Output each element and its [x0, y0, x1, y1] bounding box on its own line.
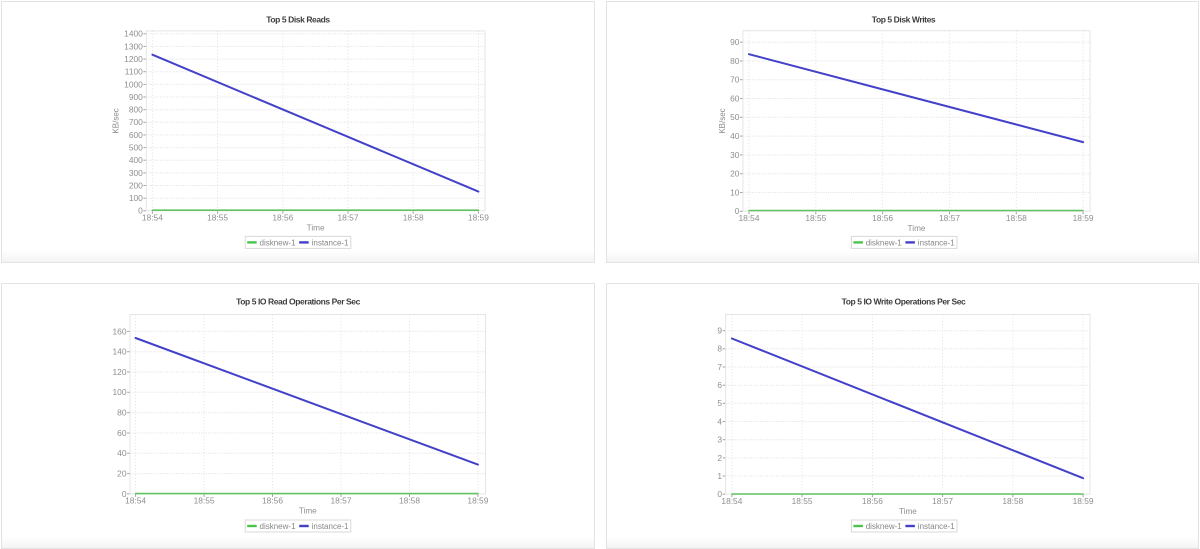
svg-text:Time: Time — [299, 507, 317, 516]
svg-text:2: 2 — [717, 453, 722, 463]
svg-text:70: 70 — [730, 75, 740, 85]
svg-text:1400: 1400 — [124, 29, 143, 39]
svg-text:140: 140 — [113, 347, 127, 357]
svg-text:18:57: 18:57 — [331, 496, 352, 506]
svg-text:4: 4 — [717, 416, 722, 426]
svg-text:60: 60 — [117, 428, 127, 438]
svg-text:disknew-1: disknew-1 — [260, 522, 297, 531]
svg-text:18:58: 18:58 — [399, 496, 420, 506]
svg-text:8: 8 — [717, 344, 722, 354]
svg-text:18:56: 18:56 — [262, 496, 283, 506]
svg-text:80: 80 — [730, 56, 740, 66]
svg-text:40: 40 — [730, 131, 740, 141]
svg-text:18:57: 18:57 — [939, 213, 960, 223]
svg-text:Time: Time — [307, 223, 325, 232]
svg-text:20: 20 — [117, 469, 127, 479]
svg-text:600: 600 — [129, 130, 143, 140]
svg-text:disknew-1: disknew-1 — [866, 238, 903, 247]
svg-text:18:57: 18:57 — [932, 496, 953, 506]
svg-text:100: 100 — [129, 193, 143, 203]
svg-text:20: 20 — [730, 169, 740, 179]
svg-text:instance-1: instance-1 — [918, 522, 955, 531]
svg-text:90: 90 — [730, 37, 740, 47]
svg-text:1: 1 — [717, 471, 722, 481]
svg-text:18:55: 18:55 — [805, 213, 826, 223]
svg-text:5: 5 — [717, 398, 722, 408]
svg-text:1200: 1200 — [124, 54, 143, 64]
svg-text:18:58: 18:58 — [1002, 496, 1023, 506]
svg-text:18:55: 18:55 — [207, 213, 228, 223]
svg-text:18:54: 18:54 — [739, 213, 760, 223]
svg-text:1100: 1100 — [125, 67, 143, 77]
svg-text:18:55: 18:55 — [194, 496, 215, 506]
svg-text:KB/sec: KB/sec — [112, 108, 121, 133]
svg-text:900: 900 — [129, 92, 143, 102]
svg-text:instance-1: instance-1 — [312, 238, 349, 247]
svg-text:Top 5 Disk Writes: Top 5 Disk Writes — [872, 15, 936, 25]
svg-text:disknew-1: disknew-1 — [866, 522, 903, 531]
svg-text:18:58: 18:58 — [403, 213, 424, 223]
svg-text:80: 80 — [117, 408, 127, 418]
svg-text:instance-1: instance-1 — [312, 522, 349, 531]
svg-text:300: 300 — [129, 168, 143, 178]
svg-text:18:59: 18:59 — [1073, 496, 1094, 506]
svg-text:18:54: 18:54 — [721, 496, 742, 506]
svg-text:18:56: 18:56 — [862, 496, 883, 506]
svg-text:120: 120 — [113, 367, 127, 377]
svg-text:1300: 1300 — [124, 41, 143, 51]
svg-text:18:57: 18:57 — [338, 213, 359, 223]
svg-text:40: 40 — [117, 448, 127, 458]
svg-text:9: 9 — [717, 326, 722, 336]
svg-text:Top 5 IO Write Operations Per: Top 5 IO Write Operations Per Sec — [842, 297, 966, 307]
svg-text:18:56: 18:56 — [272, 213, 293, 223]
svg-text:6: 6 — [717, 380, 722, 390]
svg-text:Top 5 Disk Reads: Top 5 Disk Reads — [266, 15, 330, 25]
svg-text:7: 7 — [717, 362, 722, 372]
svg-text:Top 5 IO Read Operations Per S: Top 5 IO Read Operations Per Sec — [236, 297, 361, 307]
svg-text:10: 10 — [730, 187, 740, 197]
svg-text:500: 500 — [129, 143, 143, 153]
svg-text:18:54: 18:54 — [125, 496, 146, 506]
svg-text:18:54: 18:54 — [142, 213, 163, 223]
svg-text:18:59: 18:59 — [467, 496, 488, 506]
svg-text:disknew-1: disknew-1 — [260, 238, 297, 247]
svg-text:400: 400 — [129, 155, 143, 165]
svg-text:instance-1: instance-1 — [918, 238, 955, 247]
svg-text:30: 30 — [730, 150, 740, 160]
svg-text:0: 0 — [122, 489, 127, 499]
svg-text:700: 700 — [129, 117, 143, 127]
svg-text:18:59: 18:59 — [468, 213, 489, 223]
svg-text:18:58: 18:58 — [1006, 213, 1027, 223]
svg-text:100: 100 — [113, 387, 127, 397]
svg-text:0: 0 — [138, 206, 143, 216]
svg-text:18:56: 18:56 — [872, 213, 893, 223]
svg-text:18:59: 18:59 — [1073, 213, 1094, 223]
svg-text:800: 800 — [129, 105, 143, 115]
svg-text:KB/sec: KB/sec — [718, 108, 727, 133]
svg-text:0: 0 — [717, 489, 722, 499]
svg-text:1000: 1000 — [124, 79, 143, 89]
svg-text:200: 200 — [129, 180, 143, 190]
svg-text:3: 3 — [717, 435, 722, 445]
svg-text:Time: Time — [899, 507, 917, 516]
svg-text:50: 50 — [730, 112, 740, 122]
svg-text:18:55: 18:55 — [792, 496, 813, 506]
svg-text:60: 60 — [730, 93, 740, 103]
svg-text:0: 0 — [735, 206, 740, 216]
svg-text:160: 160 — [113, 326, 127, 336]
svg-text:Time: Time — [908, 224, 926, 233]
